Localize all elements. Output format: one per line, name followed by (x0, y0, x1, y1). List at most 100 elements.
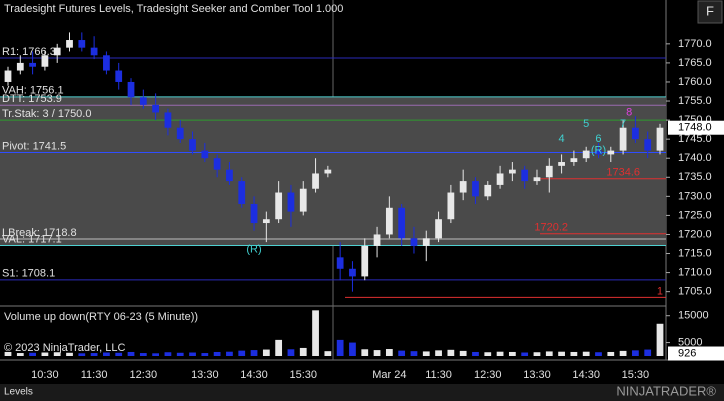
candle-body (213, 158, 221, 170)
candle-body (103, 55, 110, 71)
volume-tick-label: 15000 (678, 310, 709, 322)
candle-body (312, 173, 319, 189)
x-tick-label: Mar 24 (372, 369, 406, 381)
candle-body (533, 177, 541, 182)
volume-title: Volume up down(RTY 06-23 (5 Minute)) (4, 311, 198, 323)
candle-body (472, 181, 479, 197)
volume-bar (312, 310, 319, 356)
candle-body (398, 207, 406, 239)
annotation: (R) (246, 244, 261, 256)
candle-body (29, 62, 36, 67)
volume-bar (238, 350, 246, 356)
y-tick-label: 1715.0 (678, 247, 712, 259)
y-tick-label: 1760.0 (678, 76, 712, 88)
volume-bar (189, 352, 196, 356)
candle-body (644, 139, 652, 151)
x-tick-label: 14:30 (572, 369, 600, 381)
y-tick-label: 1745.0 (678, 133, 712, 145)
volume-bar (349, 342, 356, 356)
candle-body (496, 173, 504, 185)
button[interactable] (697, 0, 723, 24)
candle-body (226, 169, 233, 182)
volume-bar (164, 352, 172, 356)
annotation: 8 (626, 106, 632, 118)
x-tick-label: 11:30 (81, 369, 108, 381)
volume-bar (422, 351, 430, 356)
candle-body (78, 40, 86, 48)
volume-bar (398, 350, 406, 356)
volume-bar (545, 351, 553, 356)
y-tick-label: 1720.0 (678, 228, 712, 240)
candle-body (632, 127, 639, 140)
candle-body (619, 127, 627, 151)
x-tick-label: 13:30 (191, 369, 219, 381)
y-tick-label: 1770.0 (678, 38, 712, 50)
volume-bar (472, 351, 479, 356)
y-tick-label: 1755.0 (678, 95, 712, 107)
volume-bar (521, 352, 529, 356)
annotation: 7 (620, 118, 626, 130)
volume-bar (558, 351, 565, 356)
volume-bar (16, 353, 24, 356)
volume-bar (226, 351, 233, 356)
level-label: S1: 1708.1 (2, 268, 55, 280)
volume-bar (632, 350, 639, 356)
volume-bar (275, 339, 283, 356)
volume-bar (361, 349, 369, 356)
candle-body (127, 81, 135, 98)
candle-body (4, 70, 12, 82)
volume-bar (139, 353, 147, 356)
y-tick-label: 1710.0 (678, 267, 712, 279)
volume-tick-label: 5000 (678, 336, 702, 348)
annotation: 4 (559, 133, 565, 145)
volume-bar (447, 349, 455, 356)
target-label: 1734.6 (606, 167, 640, 179)
candle-body (287, 192, 295, 212)
level-label: Pivot: 1741.5 (2, 140, 66, 152)
last-volume-label: 926 (678, 347, 696, 359)
volume-bar (373, 350, 381, 356)
x-tick-label: 15:30 (622, 369, 650, 381)
volume-bar (176, 352, 184, 356)
annotation: (R) (591, 145, 606, 157)
volume-bar (66, 352, 73, 356)
y-tick-label: 1735.0 (678, 171, 712, 183)
volume-bar (496, 351, 504, 356)
tab-label[interactable]: Levels (4, 387, 33, 398)
candle-body (41, 55, 49, 67)
candle-body (410, 238, 418, 246)
candle-body (299, 188, 307, 212)
annotation: 6 (595, 133, 601, 145)
candle-body (115, 70, 123, 82)
volume-bar (385, 349, 393, 356)
candle-body (53, 47, 61, 56)
candle-body (90, 47, 98, 56)
volume-bar (103, 352, 110, 356)
volume-bar (459, 350, 467, 356)
candle-body (189, 139, 196, 151)
level-label: Tr.Stak: 3 / 1750.0 (2, 108, 91, 120)
volume-bar (29, 352, 36, 356)
candle-body (152, 104, 160, 113)
candle-body (558, 162, 565, 166)
volume-bar (299, 347, 307, 356)
volume-bar (127, 351, 135, 356)
last-volume-box (668, 346, 724, 361)
x-tick-label: 11:30 (425, 369, 452, 381)
y-tick-label: 1765.0 (678, 57, 712, 69)
volume-bar (41, 352, 49, 356)
volume-bar (435, 350, 442, 356)
x-tick-label: 12:30 (474, 369, 502, 381)
candle-body (164, 112, 172, 128)
button-label[interactable]: F (706, 3, 714, 18)
candle-body (607, 150, 615, 155)
copyright: © 2023 NinjaTrader, LLC (4, 342, 125, 354)
volume-bar (115, 352, 123, 356)
x-tick-label: 15:30 (289, 369, 317, 381)
level-label: R1: 1766.3 (2, 46, 56, 58)
candle-body (336, 257, 344, 269)
x-tick-label: 13:30 (523, 369, 551, 381)
volume-bar (287, 349, 295, 356)
candle-body (521, 169, 529, 182)
